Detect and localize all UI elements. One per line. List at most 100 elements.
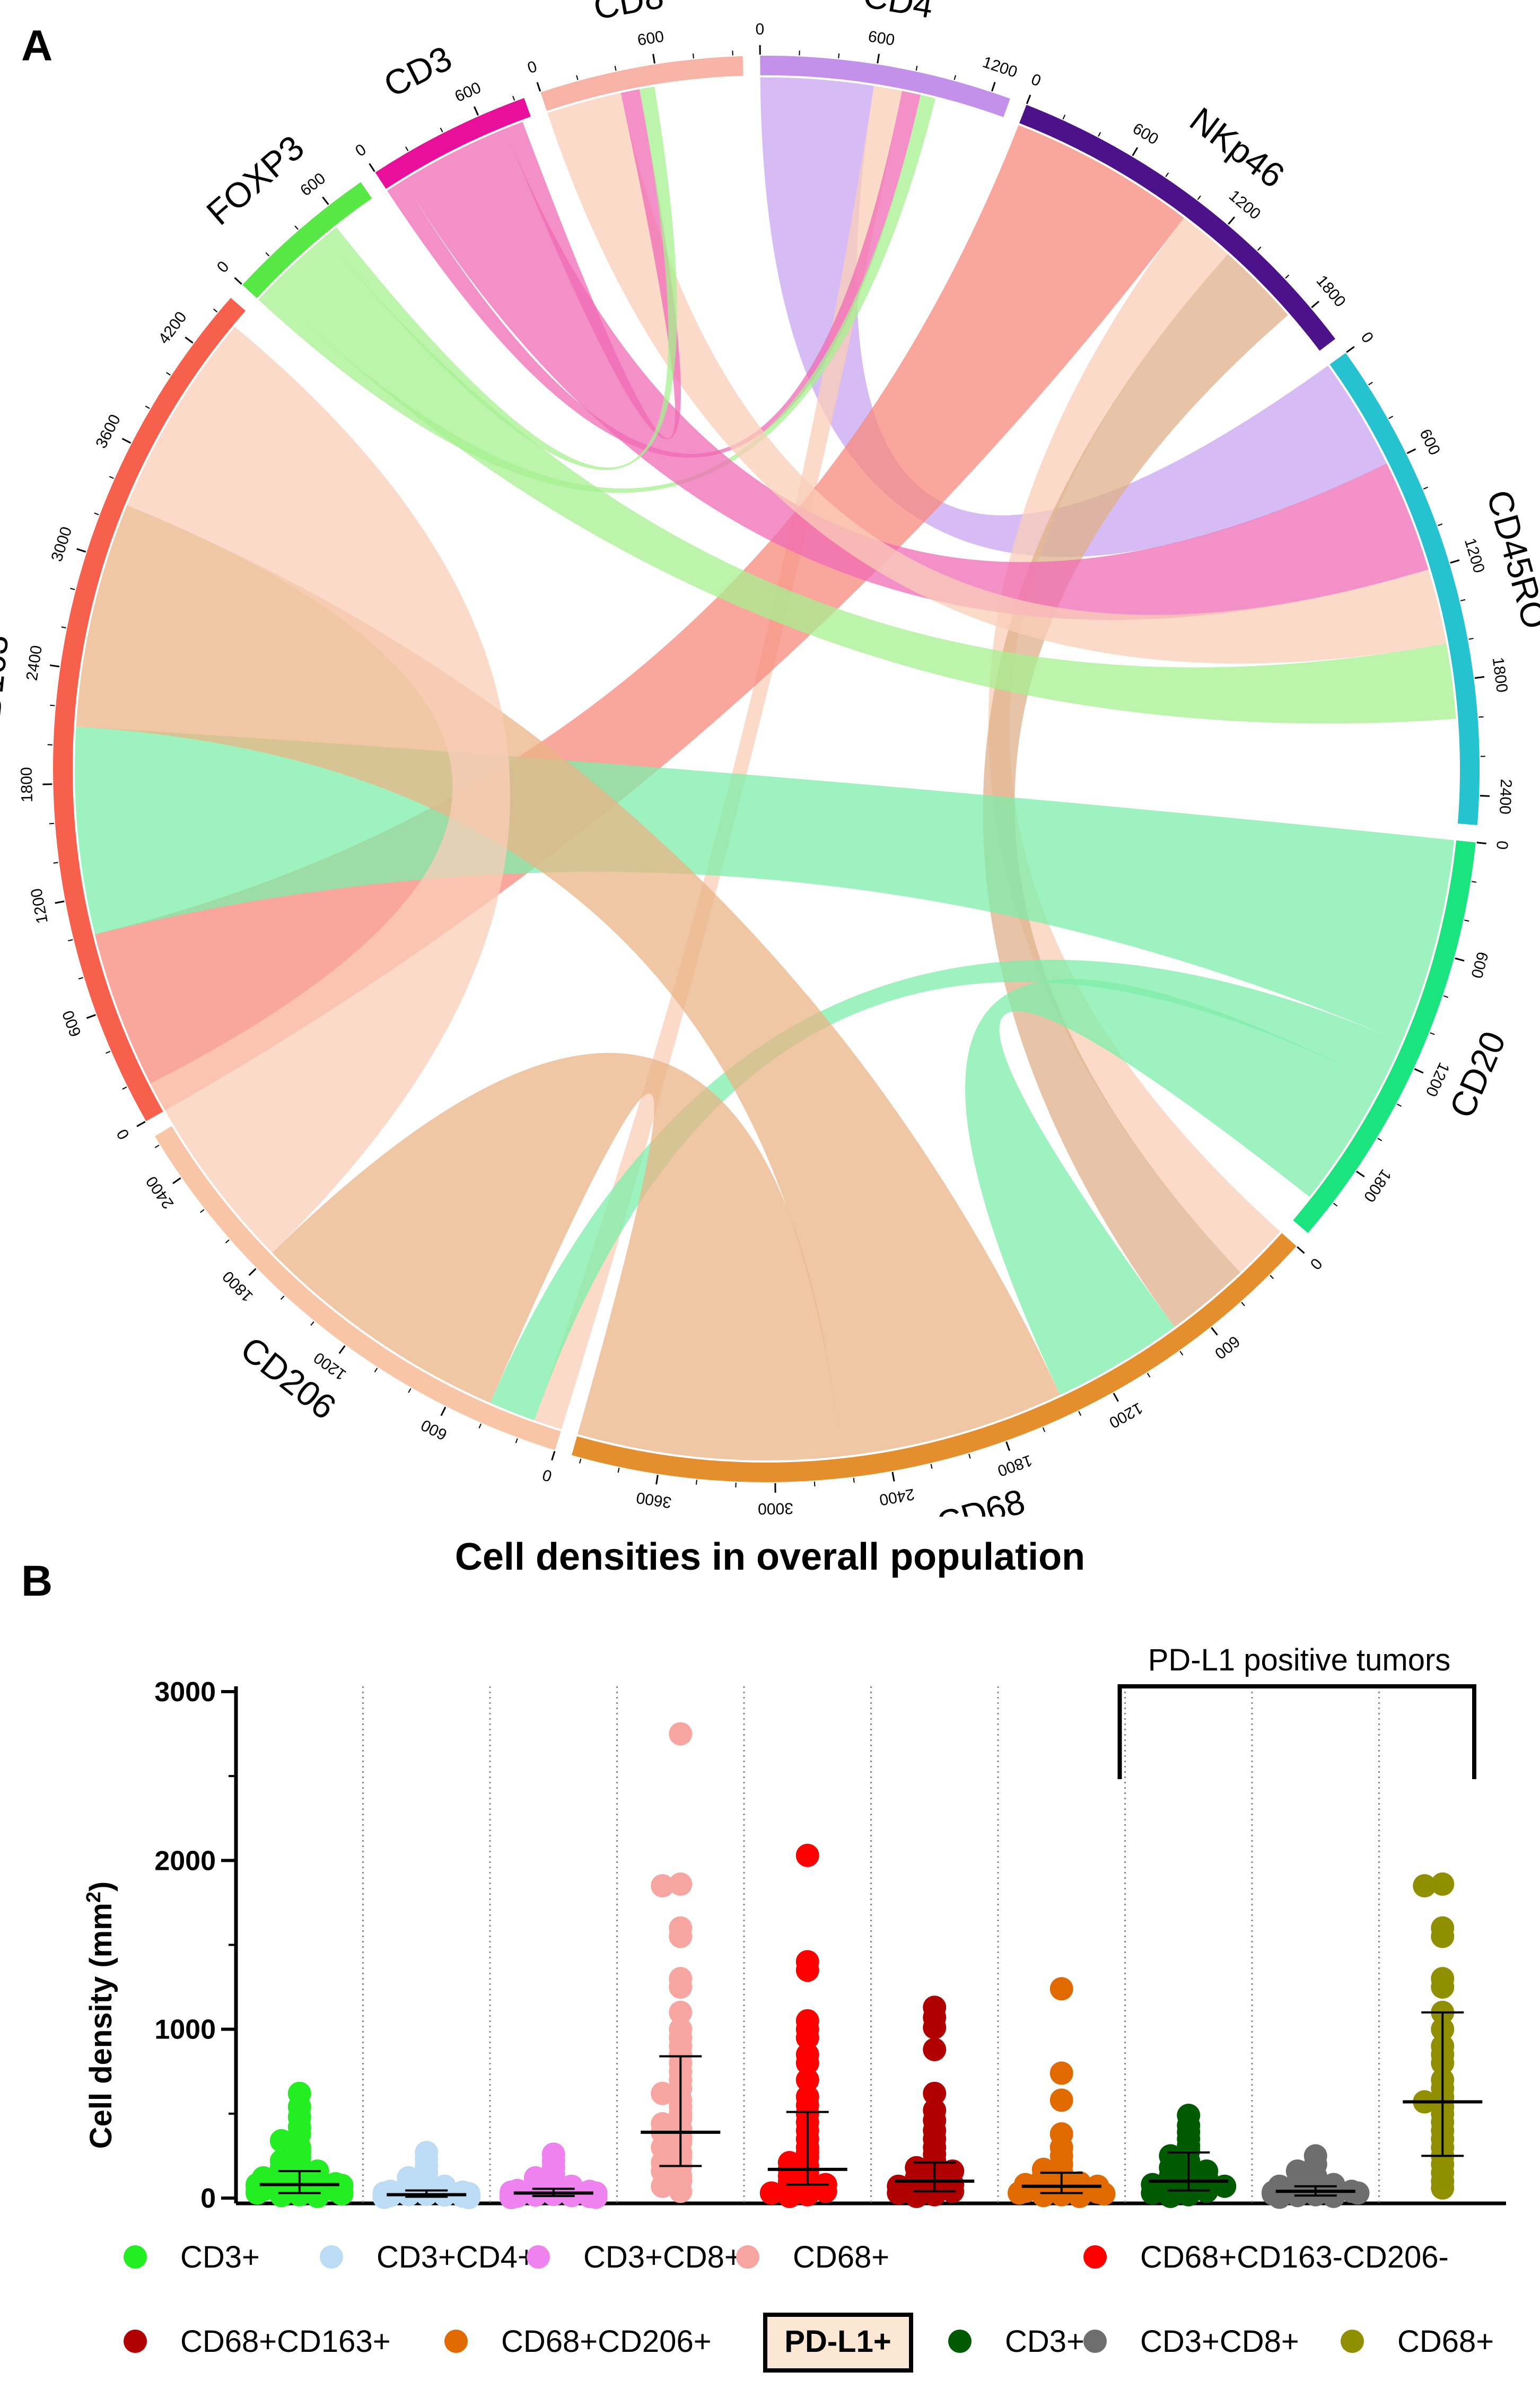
legend-marker: [948, 2330, 972, 2353]
tick-mark: [1311, 301, 1320, 309]
segment-label-cd68: CD68: [932, 1481, 1029, 1517]
y-axis-label: Cell density (mm2): [83, 1881, 118, 2149]
data-point: [1049, 1977, 1073, 2001]
tick-mark: [1406, 448, 1416, 454]
minor-tick: [576, 75, 579, 80]
tick-mark: [991, 82, 996, 92]
tick-label: 600: [1130, 120, 1161, 148]
tick-label: 0: [113, 1126, 133, 1142]
minor-tick: [1460, 599, 1466, 601]
tick-label: 600: [1416, 426, 1443, 458]
segment-label-cd8: CD8: [591, 0, 667, 27]
data-point: [1346, 2181, 1370, 2205]
minor-tick: [512, 95, 515, 101]
chart-title: Cell densities in overall population: [455, 1536, 1085, 1578]
data-point: [269, 2129, 293, 2152]
minor-tick: [61, 626, 66, 628]
data-point: [669, 1872, 693, 1896]
legend-marker: [320, 2245, 343, 2269]
data-point: [1031, 2184, 1055, 2208]
minor-tick: [280, 1296, 285, 1300]
minor-tick: [478, 1423, 482, 1429]
minor-tick: [1098, 132, 1101, 137]
tick-label: 1200: [1106, 1399, 1145, 1431]
series-3: [641, 1722, 721, 2203]
legend-label: CD3+: [180, 2240, 260, 2274]
tick-mark: [121, 437, 132, 444]
chord-cd3-cd8: [504, 89, 681, 440]
data-point: [669, 1975, 693, 1999]
segment-cd4: [760, 56, 1010, 117]
tick-label: 4200: [155, 309, 190, 347]
data-point: [669, 1722, 693, 1746]
tick-label: 0: [755, 21, 764, 38]
minor-tick: [953, 75, 956, 80]
data-point: [777, 2184, 801, 2208]
legend-label: CD3+CD4+: [377, 2240, 536, 2274]
segment-label-cd20: CD20: [1442, 1026, 1513, 1123]
series-7: [1141, 2104, 1237, 2208]
segment-foxp3: [242, 182, 372, 299]
tick-mark: [1228, 216, 1236, 225]
minor-tick: [693, 53, 694, 59]
minor-tick: [1147, 1372, 1151, 1378]
segment-nkp46: [1019, 104, 1336, 351]
data-point: [923, 2016, 947, 2040]
tick-label: 600: [1467, 950, 1491, 980]
minor-tick: [1368, 381, 1373, 386]
minor-tick: [1388, 415, 1394, 419]
bracket-label: PD-L1 positive tumors: [1148, 1643, 1451, 1677]
tick-label: 1200: [1461, 536, 1488, 575]
minor-tick: [408, 1388, 412, 1393]
tick-label: 600: [452, 79, 484, 106]
scatter-plot: Cell densities in overall population Cel…: [83, 1536, 1506, 2373]
minor-tick: [1468, 637, 1474, 640]
data-point: [1092, 2182, 1116, 2206]
minor-tick: [53, 862, 58, 864]
minor-tick: [1438, 523, 1443, 527]
data-point: [1049, 2061, 1073, 2085]
minor-tick: [1042, 1427, 1046, 1432]
tick-label: 0: [525, 58, 539, 77]
minor-tick: [1443, 995, 1449, 998]
minor-tick: [70, 588, 75, 590]
tick-label: 0: [352, 141, 369, 160]
tick-label: 1800: [18, 767, 36, 802]
tick-label: 0: [1493, 840, 1511, 851]
segment-label-nkp46: NKp46: [1183, 100, 1292, 196]
data-point: [500, 2186, 523, 2210]
data-point: [651, 2174, 675, 2198]
legend-marker: [444, 2330, 468, 2353]
minor-tick: [122, 1086, 127, 1090]
tick-mark: [473, 106, 479, 116]
data-point: [287, 2183, 311, 2207]
tick-mark: [55, 900, 65, 904]
tick-label: 600: [297, 170, 329, 200]
minor-tick: [915, 65, 918, 71]
data-point: [795, 2051, 819, 2075]
tick-mark: [136, 1121, 146, 1127]
minor-tick: [374, 1368, 378, 1372]
tick-mark: [1414, 1068, 1424, 1074]
legend-label: CD68+: [793, 2240, 889, 2274]
tick-label: 600: [418, 1416, 450, 1443]
data-point: [1049, 2088, 1073, 2112]
data-point: [1431, 1872, 1455, 1896]
tick-label: 3000: [758, 1500, 793, 1517]
minor-tick: [695, 1480, 697, 1485]
tick-label: 0: [540, 1466, 554, 1485]
tick-label: 1200: [981, 54, 1020, 81]
data-point: [330, 2182, 354, 2206]
minor-tick: [1257, 247, 1262, 251]
minor-tick: [1270, 1275, 1274, 1279]
data-point: [795, 2068, 819, 2092]
tick-label: 600: [59, 1008, 85, 1039]
panel-a-letter: A: [21, 22, 53, 70]
data-point: [923, 2037, 947, 2061]
tick-label: 3600: [92, 412, 124, 451]
data-point: [923, 2183, 947, 2207]
tick-mark: [86, 1014, 96, 1019]
tick-label: 600: [867, 28, 896, 49]
tick-label: 1800: [995, 1451, 1035, 1480]
minor-tick: [1333, 1203, 1338, 1207]
